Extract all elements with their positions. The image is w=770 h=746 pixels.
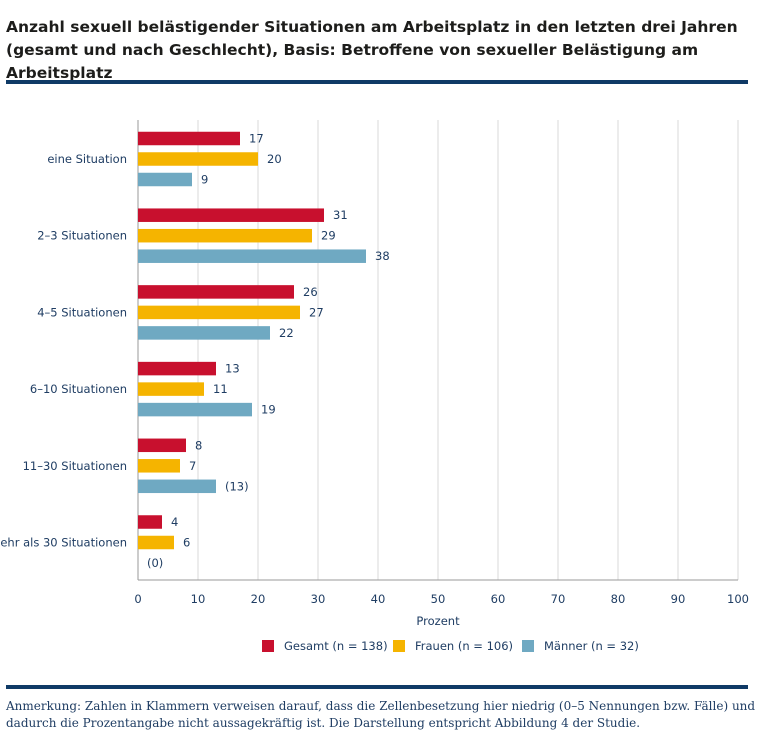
footnote: Anmerkung: Zahlen in Klammern verweisen …	[6, 699, 756, 730]
data-label: 29	[321, 229, 336, 243]
legend-label: Frauen (n = 106)	[415, 639, 514, 653]
legend-item: Gesamt (n = 138)	[262, 639, 388, 653]
chart-legend: Gesamt (n = 138) Frauen (n = 106) Männer (…	[0, 639, 770, 659]
note-divider	[6, 685, 748, 689]
x-tick-label: 50	[431, 592, 446, 606]
category-label: mehr als 30 Situationen	[0, 536, 127, 550]
data-label: 7	[189, 459, 196, 473]
bar-3-2	[138, 249, 366, 263]
x-tick-label: 70	[551, 592, 566, 606]
bar-1-6	[138, 515, 162, 529]
bar-1-2	[138, 208, 324, 222]
bar-3-5	[138, 479, 216, 494]
data-label: 26	[303, 285, 318, 299]
chart-title: Anzahl sexuell belästigender Situationen…	[6, 18, 738, 82]
bar-1-1	[138, 131, 240, 146]
data-label: 31	[333, 208, 348, 222]
legend-item: Frauen (n = 106)	[393, 639, 513, 653]
data-label: (13)	[225, 479, 249, 493]
data-label: 8	[195, 438, 202, 452]
x-tick-label: 0	[134, 592, 141, 606]
bar-2-4	[138, 382, 204, 396]
data-label: 11	[213, 382, 228, 396]
data-label: 6	[183, 536, 190, 550]
bar-3-4	[138, 402, 252, 417]
bar-3-3	[138, 326, 270, 340]
x-axis-title: Prozent	[416, 614, 460, 628]
legend-swatch	[262, 640, 274, 652]
data-label: 20	[267, 152, 282, 166]
data-label: 13	[225, 362, 240, 376]
data-label: 4	[171, 515, 178, 529]
bar-3-1	[138, 172, 192, 187]
data-label: 22	[279, 326, 294, 340]
bar-1-4	[138, 361, 216, 376]
category-label: 4–5 Situationen	[37, 305, 127, 319]
bar-2-3	[138, 305, 300, 320]
x-tick-label: 80	[611, 592, 626, 606]
category-label: 11–30 Situationen	[23, 459, 127, 473]
data-label: 17	[249, 132, 264, 146]
legend-swatch	[393, 640, 405, 652]
data-label: 38	[375, 249, 390, 263]
x-tick-label: 90	[671, 592, 686, 606]
title-divider	[6, 80, 748, 84]
data-label: 9	[201, 173, 208, 187]
x-tick-label: 60	[491, 592, 506, 606]
legend-swatch	[522, 640, 534, 652]
x-tick-label: 10	[191, 592, 206, 606]
legend-item: Männer (n = 32)	[522, 639, 639, 653]
data-label: (0)	[147, 556, 163, 570]
bar-chart: 0 10 20 30 40 50 60 70 80 90 100 Prozent eine Situat…	[0, 120, 749, 628]
bar-1-3	[138, 285, 294, 299]
legend-label: Männer (n = 32)	[544, 639, 639, 653]
data-label: 19	[261, 403, 276, 417]
bar-2-2	[138, 228, 312, 243]
category-label: 2–3 Situationen	[37, 229, 127, 243]
x-tick-label: 20	[251, 592, 266, 606]
category-label: 6–10 Situationen	[30, 382, 127, 396]
category-label: eine Situation	[47, 152, 127, 166]
data-label: 27	[309, 305, 324, 319]
x-tick-label: 30	[311, 592, 326, 606]
legend-label: Gesamt (n = 138)	[284, 639, 388, 653]
x-tick-label: 40	[371, 592, 386, 606]
bar-1-5	[138, 438, 186, 453]
bar-2-6	[138, 535, 174, 550]
bar-2-5	[138, 459, 180, 473]
bar-2-1	[138, 152, 258, 166]
x-tick-label: 100	[727, 592, 749, 606]
